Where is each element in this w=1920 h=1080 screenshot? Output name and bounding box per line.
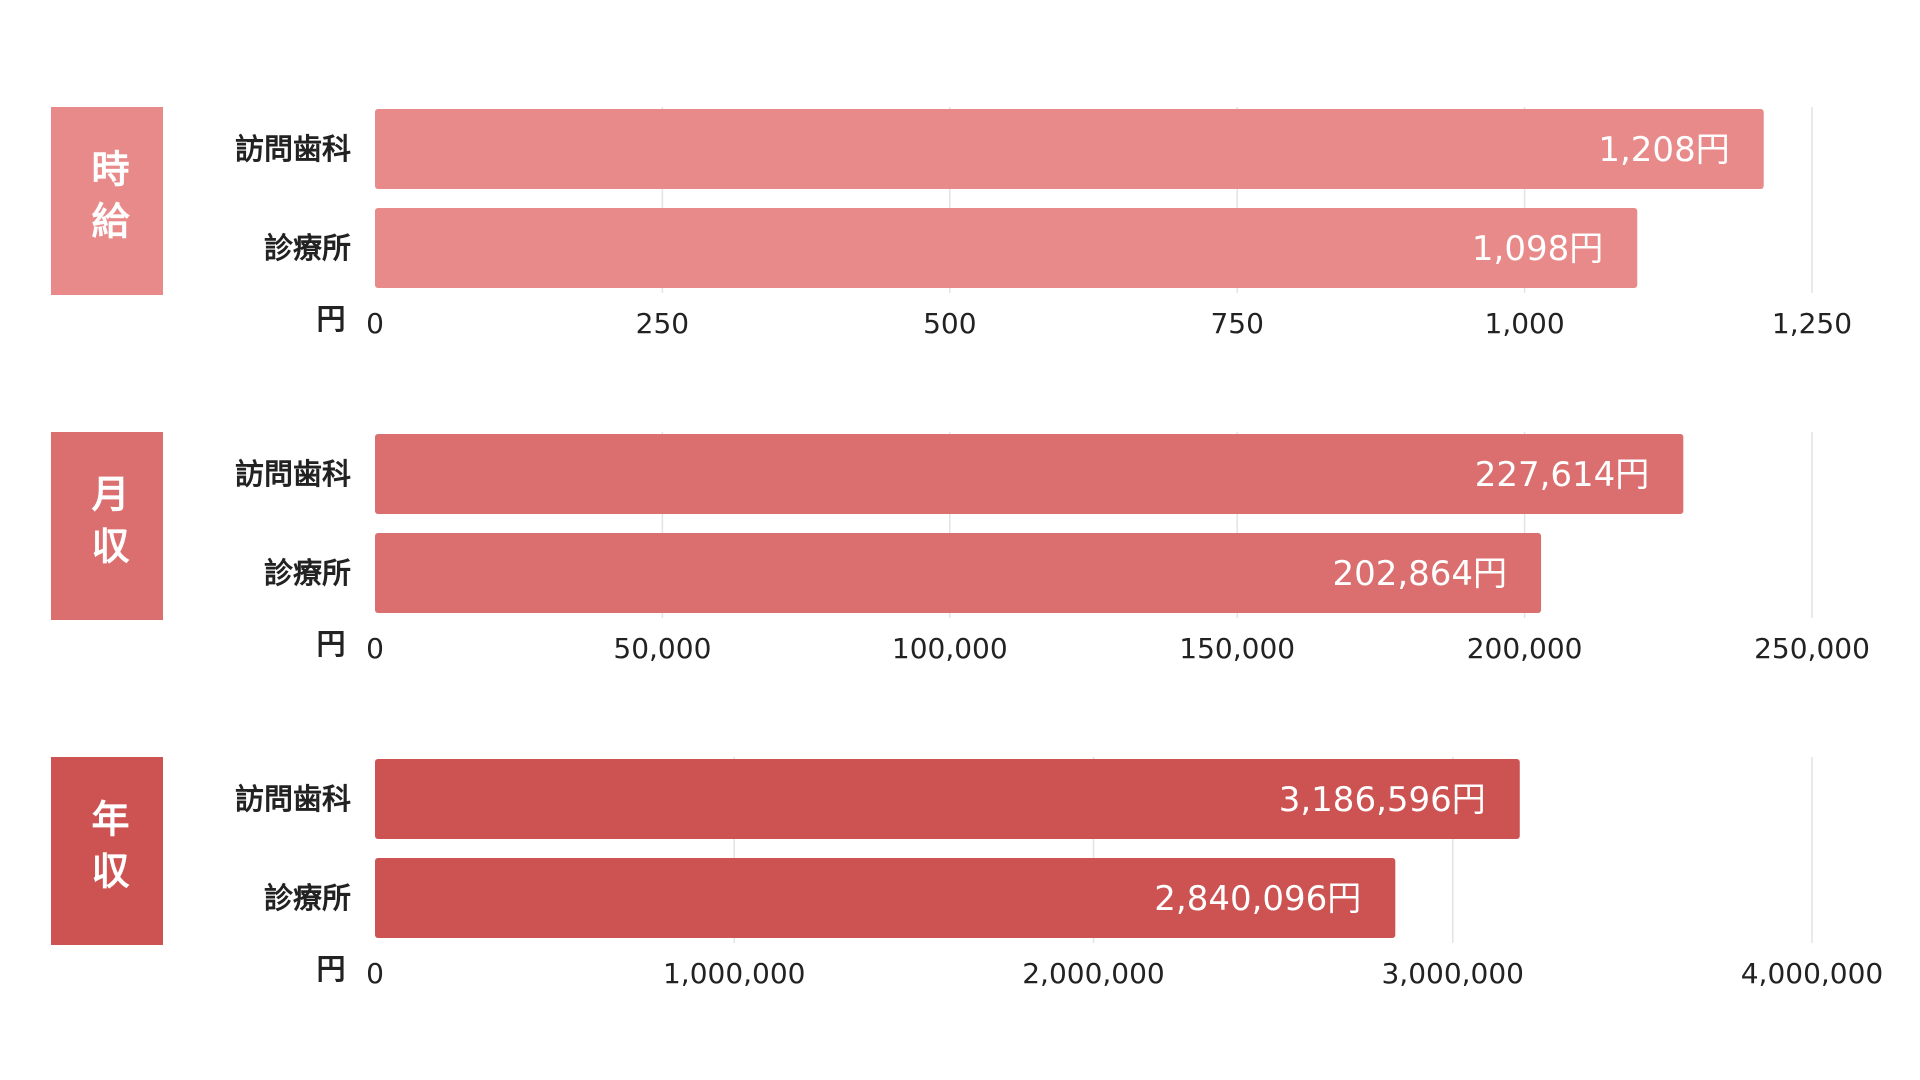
- bar: [375, 858, 1396, 938]
- data-label: 202,864円: [1332, 554, 1507, 594]
- category-label: 診療所: [264, 231, 351, 265]
- bar: [375, 208, 1638, 288]
- tick-label: 3,000,000: [1381, 957, 1524, 990]
- axis-unit-label: 円: [316, 302, 345, 336]
- panel-title-badge: 時給: [51, 107, 163, 295]
- category-label: 診療所: [264, 556, 351, 590]
- data-label: 1,098円: [1472, 229, 1603, 269]
- category-label: 訪問歯科: [235, 782, 351, 816]
- tick-label: 1,250: [1772, 307, 1852, 340]
- data-label: 3,186,596円: [1279, 780, 1486, 820]
- panel-title: 月収: [85, 474, 129, 578]
- axis-unit-label: 円: [316, 952, 345, 986]
- annual-income-panel: 年収 訪問歯科 3,186,596円診療所 2,840,096円円 0 1,000,00…: [0, 757, 1920, 1037]
- monthly-income-panel: 月収 訪問歯科 227,614円診療所 202,864円円 0 50,000 100,00…: [0, 432, 1920, 712]
- data-label: 1,208円: [1598, 130, 1729, 170]
- tick-label: 150,000: [1179, 632, 1295, 665]
- bar: [375, 434, 1684, 514]
- bar: [375, 533, 1542, 613]
- panel-title-badge: 月収: [51, 432, 163, 620]
- data-label: 227,614円: [1475, 455, 1650, 495]
- tick-label: 200,000: [1467, 632, 1583, 665]
- tick-label: 100,000: [892, 632, 1008, 665]
- category-label: 診療所: [264, 881, 351, 915]
- tick-label: 1,000: [1485, 307, 1565, 340]
- tick-label: 0: [366, 957, 384, 990]
- hourly-wage-panel: 時給 訪問歯科 1,208円診療所 1,098円円 0 250 500 750 1,000 1,…: [0, 107, 1920, 387]
- panel-title-badge: 年収: [51, 757, 163, 945]
- tick-label: 1,000,000: [663, 957, 806, 990]
- tick-label: 50,000: [613, 632, 711, 665]
- axis-unit-label: 円: [316, 627, 345, 661]
- tick-label: 250: [636, 307, 689, 340]
- panel-title: 時給: [85, 149, 129, 253]
- tick-label: 750: [1210, 307, 1263, 340]
- panel-title: 年収: [85, 799, 129, 903]
- tick-label: 0: [366, 307, 384, 340]
- tick-label: 500: [923, 307, 976, 340]
- category-label: 訪問歯科: [235, 132, 351, 166]
- tick-label: 0: [366, 632, 384, 665]
- data-label: 2,840,096円: [1154, 879, 1361, 919]
- category-label: 訪問歯科: [235, 457, 351, 491]
- tick-label: 2,000,000: [1022, 957, 1165, 990]
- tick-label: 4,000,000: [1741, 957, 1884, 990]
- tick-label: 250,000: [1754, 632, 1870, 665]
- bar: [375, 759, 1520, 839]
- bar: [375, 109, 1764, 189]
